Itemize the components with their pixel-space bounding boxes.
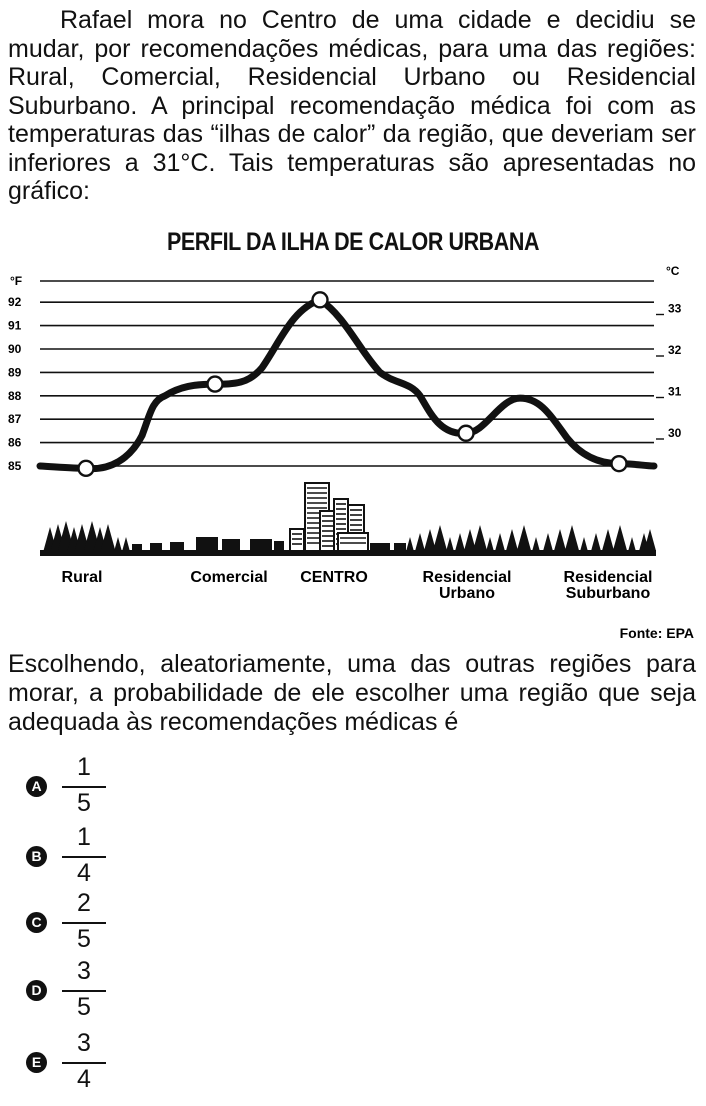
house	[250, 539, 272, 551]
option-a-denominator: 5	[77, 789, 91, 817]
tree	[543, 533, 553, 551]
option-b[interactable]: B 1 4	[26, 824, 126, 888]
fahrenheit-tick-88: 88	[8, 389, 22, 403]
option-e-letter: E	[26, 1052, 47, 1073]
celsius-unit-label: °C	[666, 264, 680, 278]
option-a-numerator: 1	[77, 753, 91, 781]
option-c-denominator: 5	[77, 925, 91, 953]
region-label-residencial-urbano: Residencial Urbano	[423, 569, 512, 602]
option-d[interactable]: D 3 5	[26, 958, 126, 1022]
building	[337, 532, 369, 552]
tree	[455, 533, 465, 551]
question-intro: Rafael mora no Centro de uma cidade e de…	[8, 6, 696, 206]
option-e[interactable]: E 3 4	[26, 1030, 126, 1094]
tree	[423, 529, 437, 551]
point-centro	[311, 291, 329, 309]
chart-source: Fonte: EPA	[620, 625, 694, 641]
celsius-tick-labels: 33 32 31 30	[656, 302, 682, 440]
house	[150, 543, 162, 551]
chart-title: PERFIL DA ILHA DE CALOR URBANA	[166, 228, 540, 256]
region-label-centro: CENTRO	[300, 569, 368, 586]
point-residencial-suburbano	[610, 454, 628, 473]
tree	[591, 533, 601, 551]
option-c[interactable]: C 2 5	[26, 890, 126, 954]
house	[196, 537, 218, 551]
region-label-residencial-suburbano: Residencial Suburbano	[564, 569, 653, 602]
tree	[628, 537, 636, 551]
city-skyline-illustration	[40, 482, 657, 556]
option-a-letter: A	[26, 776, 47, 797]
heat-island-chart: °F °C 92 91 90 89 88 87 86 85 33 32 31 30 Rural Com…	[8, 264, 694, 641]
tree	[114, 537, 122, 551]
chart-gridlines	[40, 280, 654, 467]
tree	[486, 537, 494, 551]
intro-text: Rafael mora no Centro de uma cidade e de…	[8, 6, 696, 205]
celsius-tick-32: 32	[668, 343, 682, 357]
fahrenheit-tick-89: 89	[8, 365, 22, 379]
option-d-letter: D	[26, 980, 47, 1001]
house	[170, 542, 184, 551]
tree	[516, 525, 532, 551]
option-e-fraction-bar	[62, 1062, 106, 1064]
region-points	[77, 291, 628, 478]
celsius-tick-30: 30	[668, 426, 682, 440]
option-b-letter: B	[26, 846, 47, 867]
tree	[406, 537, 414, 551]
point-rural	[77, 459, 95, 478]
option-b-denominator: 4	[77, 859, 91, 887]
tree	[432, 525, 448, 551]
house	[132, 544, 142, 551]
building	[289, 528, 305, 552]
ground-line	[40, 550, 656, 556]
tree	[553, 529, 567, 551]
tree	[100, 524, 116, 551]
region-labels: Rural Comercial CENTRO Residencial Urbano Res…	[62, 569, 653, 602]
tree	[495, 533, 505, 551]
region-label-comercial: Comercial	[190, 569, 267, 586]
option-c-fraction-bar	[62, 922, 106, 924]
fahrenheit-tick-87: 87	[8, 412, 22, 426]
fahrenheit-tick-labels: 92 91 90 89 88 87 86 85	[8, 295, 22, 473]
option-e-numerator: 3	[77, 1029, 91, 1057]
house	[370, 543, 390, 551]
tree	[122, 537, 130, 551]
tree	[415, 533, 425, 551]
fahrenheit-tick-90: 90	[8, 342, 22, 356]
option-d-denominator: 5	[77, 993, 91, 1021]
celsius-tick-31: 31	[668, 385, 682, 399]
point-comercial	[206, 375, 224, 393]
option-a-fraction-bar	[62, 786, 106, 788]
fahrenheit-tick-91: 91	[8, 319, 22, 333]
temperature-curve	[36, 296, 658, 473]
tree	[601, 529, 615, 551]
region-label-rural: Rural	[62, 569, 103, 586]
fahrenheit-tick-86: 86	[8, 436, 22, 450]
tree	[505, 529, 519, 551]
fahrenheit-tick-92: 92	[8, 295, 22, 309]
house	[274, 541, 284, 551]
tree	[564, 525, 580, 551]
tree	[446, 537, 454, 551]
option-e-denominator: 4	[77, 1065, 91, 1093]
option-b-numerator: 1	[77, 823, 91, 851]
option-c-letter: C	[26, 912, 47, 933]
point-residencial-urbano	[457, 424, 475, 442]
house	[222, 539, 240, 551]
option-d-numerator: 3	[77, 957, 91, 985]
tree	[532, 537, 540, 551]
fahrenheit-unit-label: °F	[10, 274, 22, 288]
question-text: Escolhendo, aleatoriamente, uma das outr…	[8, 650, 696, 736]
option-a[interactable]: A 1 5	[26, 754, 126, 818]
option-b-fraction-bar	[62, 856, 106, 858]
tree	[580, 537, 588, 551]
celsius-tick-33: 33	[668, 302, 682, 316]
tree	[463, 529, 477, 551]
fahrenheit-tick-85: 85	[8, 459, 22, 473]
option-d-fraction-bar	[62, 990, 106, 992]
tree	[472, 525, 488, 551]
tree	[643, 529, 657, 551]
tree	[612, 525, 628, 551]
house	[394, 543, 406, 551]
option-c-numerator: 2	[77, 889, 91, 917]
